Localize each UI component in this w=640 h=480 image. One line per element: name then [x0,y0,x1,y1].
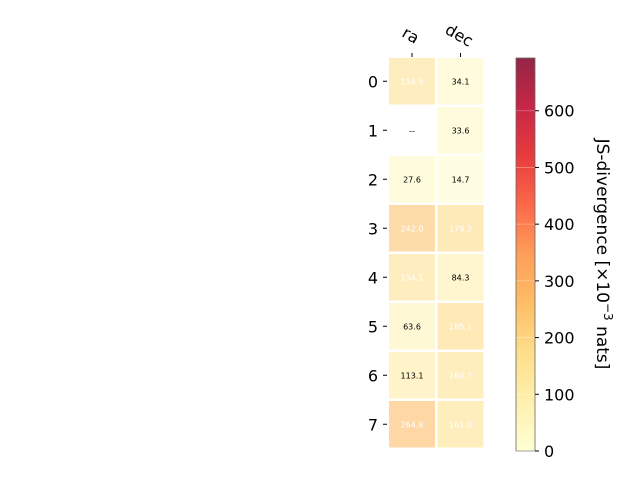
cell-label: 34.1 [452,77,470,86]
cell-label: 264.8 [401,420,424,429]
heatmap-cell [389,254,435,301]
heatmap-cell [437,205,484,252]
row-label: 3 [368,219,378,238]
cell-label: 63.6 [403,322,421,331]
colorbar-tick-label: 200 [544,329,575,348]
cell-label: 160.7 [449,371,472,380]
row-label: 1 [368,121,378,140]
heatmap-cell [437,156,484,203]
colorbar-label: JS-divergence [×10−3 nats] [592,138,615,370]
row-label: 7 [368,415,378,434]
heatmap-cell [389,401,435,448]
cell-label: 154.1 [401,273,424,282]
cell-label: 185.1 [449,322,472,331]
cell-label: 113.1 [401,371,424,380]
heatmap-cell [389,205,435,252]
cell-label: 161.0 [449,420,472,429]
heatmap-cell [389,156,435,203]
heatmap-cell [437,107,484,154]
colorbar-gradient [515,57,536,452]
cell-label: 179.2 [449,224,472,233]
row-label: 2 [368,170,378,189]
cell-label: 242.0 [401,224,424,233]
cell-label: 154.9 [401,77,424,86]
heatmap-cell [389,352,435,399]
row-labels: 0 1 2 3 4 5 6 7 [368,72,387,434]
colorbar-tick-label: 300 [544,272,575,291]
heatmap-cell [437,303,484,350]
heatmap-cells: 154.9 34.1 -- 33.6 27.6 14.7 242.0 179.2 154.1 84… [389,58,484,448]
heatmap-cell [437,58,484,105]
column-label: dec [442,20,476,51]
colorbar-tick-label: 0 [544,442,554,461]
cell-label: 33.6 [452,126,470,135]
cell-label: 27.6 [403,175,421,184]
heatmap-cell [389,303,435,350]
heatmap-cell [437,401,484,448]
colorbar: 0 100 200 300 400 500 600 [515,57,575,461]
colorbar-tick-label: 400 [544,215,575,234]
row-label: 6 [368,366,378,385]
colorbar-tick-label: 500 [544,158,575,177]
heatmap-cell [437,254,484,301]
colorbar-tick-label: 600 [544,102,575,121]
heatmap-cell [389,58,435,105]
heatmap-cell [437,352,484,399]
cell-label: -- [409,126,415,135]
row-label: 4 [368,268,378,287]
row-label: 5 [368,317,378,336]
row-label: 0 [368,72,378,91]
column-label: ra [399,23,423,48]
colorbar-tick-label: 100 [544,385,575,404]
cell-label: 14.7 [452,175,470,184]
column-labels: ra dec [399,20,476,57]
cell-label: 84.3 [452,273,470,282]
